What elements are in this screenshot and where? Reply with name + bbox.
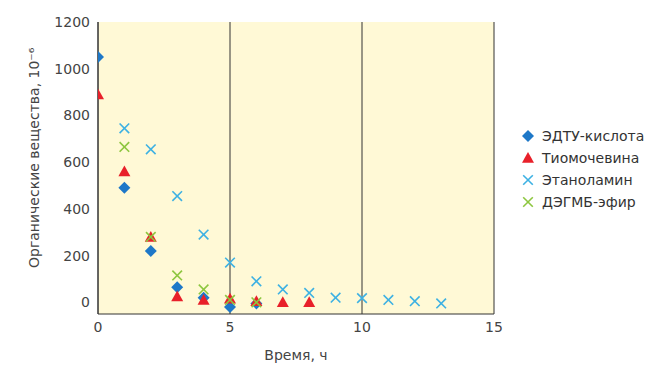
svg-text:Органические вещества, 10⁻⁶: Органические вещества, 10⁻⁶ [26,47,42,268]
svg-text:0: 0 [94,319,103,335]
svg-text:5: 5 [226,319,235,335]
svg-text:Время, ч: Время, ч [264,347,327,363]
svg-text:800: 800 [63,107,90,123]
html-text:Тиомочевина: Тиомочевина [542,150,640,166]
svg-text:1200: 1200 [54,14,90,30]
svg-text:600: 600 [63,154,90,170]
svg-text:15: 15 [485,319,503,335]
svg-text:1000: 1000 [54,61,90,77]
svg-text:400: 400 [63,201,90,217]
svg-text:10: 10 [353,319,371,335]
html-text:ЭДТУ-кислота: ЭДТУ-кислота [542,128,645,144]
html-text:ДЭГМБ-эфир: ДЭГМБ-эфир [542,194,636,210]
svg-text:0: 0 [81,294,90,310]
svg-text:200: 200 [63,248,90,264]
html-text:Этаноламин: Этаноламин [542,172,633,188]
